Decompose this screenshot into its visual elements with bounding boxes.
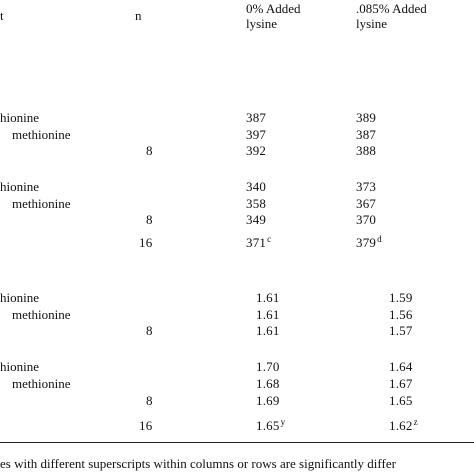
- row-label: hionine: [0, 359, 39, 374]
- cell-value-b: 1.59: [389, 290, 413, 305]
- header-col-b-line1: .085% Added: [356, 1, 427, 16]
- cell-value-a: 397: [246, 127, 267, 142]
- cell-value-a: 1.61: [256, 290, 280, 305]
- cell-value-a: 1.61: [256, 307, 280, 322]
- header-n: n: [135, 8, 142, 23]
- header-col-b-line2: lysine: [356, 16, 388, 31]
- cell-value-b: 370: [356, 212, 377, 227]
- row-label: methionine: [12, 196, 71, 211]
- row-label: hionine: [0, 179, 39, 194]
- value: 1.65: [256, 418, 280, 433]
- cell-value-a: 371c: [246, 234, 272, 251]
- cell-value-b: 389: [356, 110, 377, 125]
- row-label: methionine: [12, 307, 71, 322]
- cell-value-b: 373: [356, 179, 377, 194]
- row-label: hionine: [0, 290, 39, 305]
- footnote: es with different superscripts within co…: [0, 456, 396, 471]
- cell-value-a: 1.69: [256, 393, 280, 408]
- header-col-a-line2: lysine: [246, 16, 278, 31]
- cell-value-a: 349: [246, 212, 267, 227]
- cell-value-a: 1.70: [256, 359, 280, 374]
- cell-value-b: 1.64: [389, 359, 413, 374]
- row-label: methionine: [12, 376, 71, 391]
- cell-value-a: 340: [246, 179, 267, 194]
- value: 371: [246, 235, 267, 250]
- cell-value-b: 1.62z: [389, 417, 418, 434]
- row-label: methionine: [12, 127, 71, 142]
- cell-n: 8: [146, 143, 153, 158]
- cell-value-b: 367: [356, 196, 377, 211]
- cell-n: 16: [139, 235, 153, 250]
- value: 1.62: [389, 418, 413, 433]
- cell-value-b: 388: [356, 143, 377, 158]
- superscript: z: [413, 417, 418, 427]
- cell-n: 8: [146, 323, 153, 338]
- cell-value-b: 1.65: [389, 393, 413, 408]
- superscript: d: [377, 234, 382, 244]
- cell-value-a: 1.65y: [256, 417, 286, 434]
- cell-value-b: 1.67: [389, 376, 413, 391]
- header-col0: t: [0, 8, 4, 23]
- cell-n: 8: [146, 212, 153, 227]
- row-label: hionine: [0, 110, 39, 125]
- header-col-a-line1: 0% Added: [246, 1, 301, 16]
- cell-value-a: 1.61: [256, 323, 280, 338]
- cell-value-a: 358: [246, 196, 267, 211]
- value: 379: [356, 235, 377, 250]
- cell-value-b: 1.57: [389, 323, 413, 338]
- table-bottom-rule: [0, 442, 474, 443]
- cell-value-b: 379d: [356, 234, 382, 251]
- cell-value-a: 1.68: [256, 376, 280, 391]
- cell-value-a: 392: [246, 143, 267, 158]
- cell-n: 16: [139, 418, 153, 433]
- superscript: c: [267, 234, 272, 244]
- cell-value-b: 1.56: [389, 307, 413, 322]
- superscript: y: [280, 417, 286, 427]
- cell-n: 8: [146, 393, 153, 408]
- cell-value-b: 387: [356, 127, 377, 142]
- cell-value-a: 387: [246, 110, 267, 125]
